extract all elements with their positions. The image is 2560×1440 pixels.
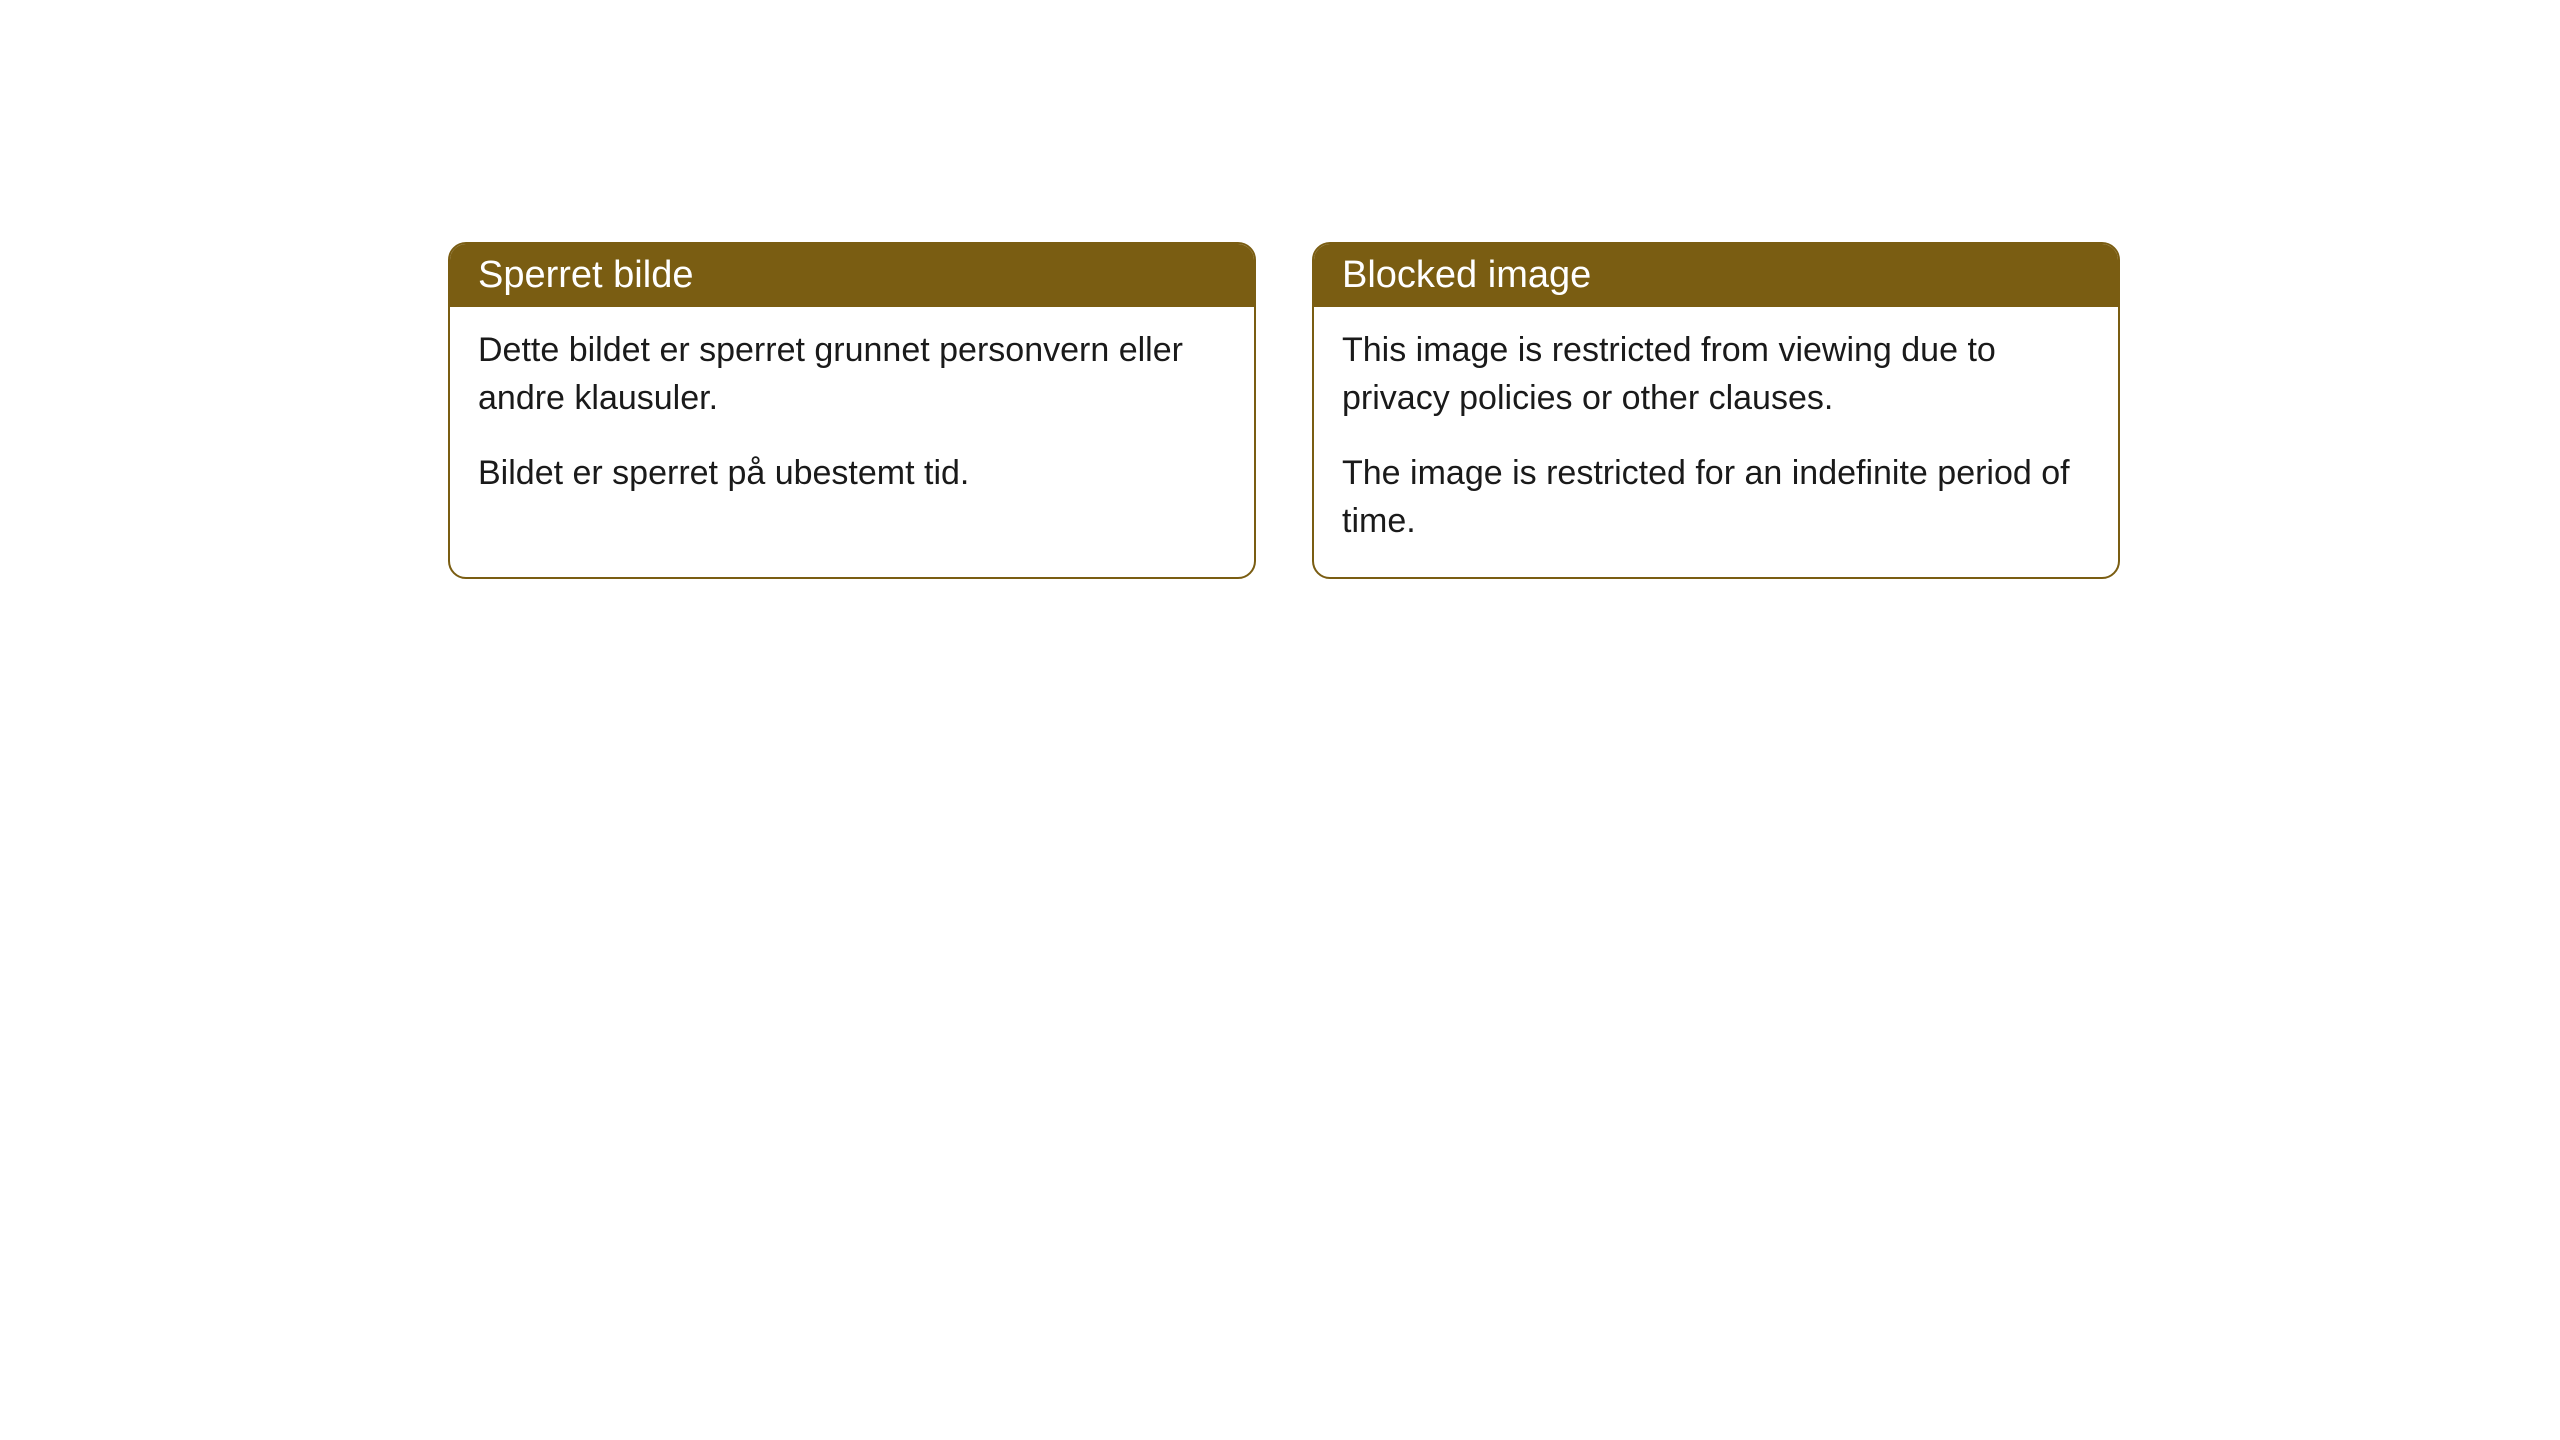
card-body-en: This image is restricted from viewing du…: [1314, 307, 2118, 577]
blocked-image-card-no: Sperret bilde Dette bildet er sperret gr…: [448, 242, 1256, 579]
blocked-image-card-en: Blocked image This image is restricted f…: [1312, 242, 2120, 579]
card-paragraph-no-2: Bildet er sperret på ubestemt tid.: [478, 450, 1226, 498]
card-paragraph-en-2: The image is restricted for an indefinit…: [1342, 450, 2090, 545]
card-header-en: Blocked image: [1314, 244, 2118, 307]
cards-container: Sperret bilde Dette bildet er sperret gr…: [448, 242, 2120, 579]
card-paragraph-no-1: Dette bildet er sperret grunnet personve…: [478, 327, 1226, 422]
card-body-no: Dette bildet er sperret grunnet personve…: [450, 307, 1254, 530]
card-header-no: Sperret bilde: [450, 244, 1254, 307]
card-paragraph-en-1: This image is restricted from viewing du…: [1342, 327, 2090, 422]
